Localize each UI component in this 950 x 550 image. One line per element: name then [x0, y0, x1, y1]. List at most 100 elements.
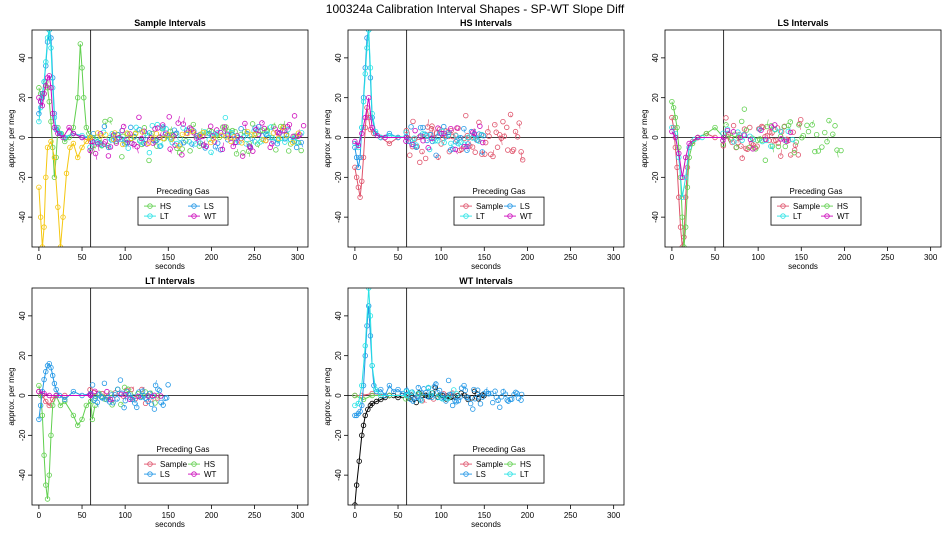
connector — [780, 138, 784, 143]
data-point — [259, 120, 265, 126]
connector — [109, 119, 112, 125]
data-point — [133, 124, 139, 131]
legend-entry-lt: LT — [520, 470, 529, 479]
connector — [95, 153, 98, 160]
data-point — [274, 140, 281, 147]
data-point — [289, 139, 296, 146]
data-point — [433, 381, 439, 387]
data-point — [813, 131, 820, 138]
connector — [134, 401, 136, 404]
data-point — [154, 143, 160, 149]
x-tick-label: 50 — [78, 511, 87, 520]
data-point — [87, 147, 93, 154]
data-point — [353, 174, 360, 181]
data-point — [44, 496, 51, 502]
connector — [272, 135, 275, 138]
legend-entry-sample: Sample — [793, 202, 821, 211]
y-tick-label: -20 — [18, 171, 27, 183]
connector — [406, 130, 408, 138]
x-tick-label: 0 — [670, 253, 675, 262]
data-point — [429, 135, 435, 142]
connector — [437, 157, 440, 161]
data-point — [451, 387, 457, 393]
data-point — [493, 129, 499, 135]
data-point — [218, 132, 225, 139]
legend-entry-lt: LT — [160, 212, 169, 221]
y-axis-label: approx. per meg — [7, 109, 16, 167]
data-point — [422, 155, 429, 162]
connector — [473, 133, 477, 138]
data-point — [177, 135, 183, 141]
data-point — [200, 142, 207, 148]
data-point — [769, 130, 775, 136]
data-point — [102, 139, 108, 145]
x-tick-label: 100 — [118, 253, 132, 262]
data-point — [669, 124, 675, 131]
data-point — [39, 412, 46, 419]
data-point — [744, 146, 751, 152]
data-point — [519, 157, 526, 163]
connector — [276, 132, 279, 136]
data-point — [795, 152, 802, 158]
plot-frame — [31, 29, 309, 248]
data-point — [267, 144, 273, 151]
data-point — [160, 135, 166, 142]
legend-entry-hs: HS — [160, 202, 171, 211]
data-point — [149, 135, 156, 142]
data-point — [411, 135, 417, 141]
data-point — [782, 143, 788, 150]
connector — [212, 134, 217, 139]
data-point — [754, 143, 760, 149]
legend: Preceding Gas Sample LS LT WT — [453, 187, 545, 226]
data-point — [41, 224, 47, 230]
data-point — [434, 394, 441, 401]
data-point — [87, 398, 94, 405]
data-point — [43, 398, 49, 405]
data-point — [79, 416, 85, 423]
legend-entry-hs: HS — [520, 460, 531, 469]
data-point — [125, 386, 131, 392]
data-point — [495, 397, 501, 403]
data-point — [118, 401, 124, 408]
data-point — [431, 384, 437, 390]
legend-swatch-marker — [507, 461, 513, 467]
connector — [89, 394, 94, 397]
connector — [162, 401, 165, 406]
connector — [155, 380, 157, 386]
data-point — [63, 170, 70, 177]
data-point — [490, 399, 496, 406]
figure-title: 100324a Calibration Interval Shapes - SP… — [326, 2, 625, 16]
legend-swatch-marker — [824, 203, 830, 209]
data-point — [493, 394, 500, 400]
connector — [463, 128, 466, 134]
y-tick-label: 40 — [18, 53, 27, 62]
connector — [405, 140, 409, 142]
data-point — [179, 131, 186, 138]
connector — [485, 387, 488, 392]
data-point — [223, 124, 229, 130]
data-point — [92, 150, 99, 157]
panel-3: LS Intervals 0 50 100 150 200 250 300 -40 -20 0 20 4… — [640, 18, 942, 271]
connector — [435, 381, 438, 385]
data-point — [504, 124, 510, 131]
data-point — [362, 114, 368, 121]
connector — [414, 136, 416, 140]
connector — [497, 400, 500, 403]
data-point — [48, 85, 54, 91]
data-point — [474, 387, 481, 393]
connector — [740, 145, 743, 148]
data-point — [160, 122, 166, 128]
data-point — [190, 128, 196, 135]
connector — [89, 388, 93, 390]
x-tick-label: 250 — [564, 253, 578, 262]
data-point — [417, 159, 423, 166]
data-point — [438, 141, 444, 147]
legend-swatch-marker — [147, 461, 153, 467]
data-point — [264, 131, 271, 137]
data-point — [670, 104, 677, 111]
data-point — [367, 313, 374, 319]
data-point — [146, 150, 153, 156]
panel-title: LS Intervals — [777, 18, 828, 28]
data-point — [679, 194, 685, 200]
connector — [272, 140, 275, 142]
